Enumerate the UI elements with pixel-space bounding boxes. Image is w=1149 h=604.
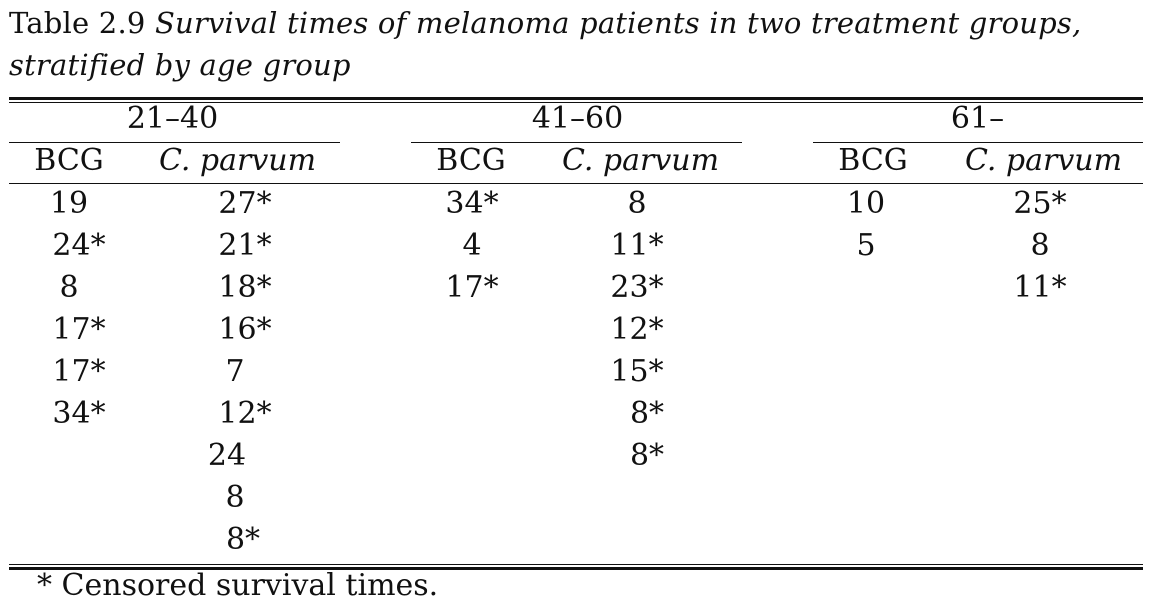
caption-title: Survival times of melanoma patients in t…: [9, 6, 1082, 82]
table-cell: 17*: [445, 270, 499, 305]
table-cell: 7: [225, 354, 245, 389]
top-rule-thin: [9, 102, 1143, 103]
table-cell: 8: [1030, 228, 1050, 263]
bottom-rule-thin: [9, 564, 1143, 565]
table-cell: 15*: [610, 354, 664, 389]
age-group-header: 21–40: [126, 101, 219, 136]
table-cell: 18*: [218, 270, 272, 305]
age-group-header: 61–: [950, 101, 1005, 136]
age-group-underline: [813, 142, 1143, 143]
table-cell: 17*: [52, 354, 106, 389]
age-group-underline: [411, 142, 742, 143]
table-cell: 12*: [218, 396, 272, 431]
table-cell: 34*: [52, 396, 106, 431]
treatment-header-bcg: BCG: [436, 143, 506, 178]
table-cell: 8*: [629, 396, 665, 431]
table-cell: 24: [207, 438, 247, 473]
table-caption: Table 2.9 Survival times of melanoma pat…: [9, 2, 1143, 86]
table-cell: 25*: [1013, 186, 1067, 221]
top-rule-thick: [9, 97, 1143, 100]
treatment-header-cparvum: C. parvum: [158, 143, 317, 178]
treatment-header-cparvum: C. parvum: [561, 143, 720, 178]
treatment-header-bcg: BCG: [838, 143, 908, 178]
table-cell: 4: [462, 228, 482, 263]
table-cell: 12*: [610, 312, 664, 347]
table-cell: 21*: [218, 228, 272, 263]
table-footnote: * Censored survival times.: [37, 568, 439, 603]
table-cell: 34*: [445, 186, 499, 221]
bottom-rule-thick: [9, 567, 1143, 570]
table-cell: 17*: [52, 312, 106, 347]
table-cell: 8: [59, 270, 79, 305]
table-cell: 19: [49, 186, 89, 221]
caption-label: Table 2.9: [9, 6, 146, 40]
age-group-underline: [9, 142, 340, 143]
table-cell: 11*: [610, 228, 664, 263]
treatment-header-cparvum: C. parvum: [964, 143, 1123, 178]
table-cell: 8*: [629, 438, 665, 473]
table-cell: 8*: [225, 522, 261, 557]
age-group-header: 41–60: [531, 101, 624, 136]
table-cell: 16*: [218, 312, 272, 347]
header-bottom-rule: [9, 183, 1143, 184]
table-cell: 5: [856, 228, 876, 263]
table-cell: 24*: [52, 228, 106, 263]
table-cell: 8: [225, 480, 245, 515]
table-cell: 23*: [610, 270, 664, 305]
table-cell: 8: [627, 186, 647, 221]
table-cell: 10: [846, 186, 886, 221]
table-cell: 11*: [1013, 270, 1067, 305]
treatment-header-bcg: BCG: [34, 143, 104, 178]
table-cell: 27*: [218, 186, 272, 221]
